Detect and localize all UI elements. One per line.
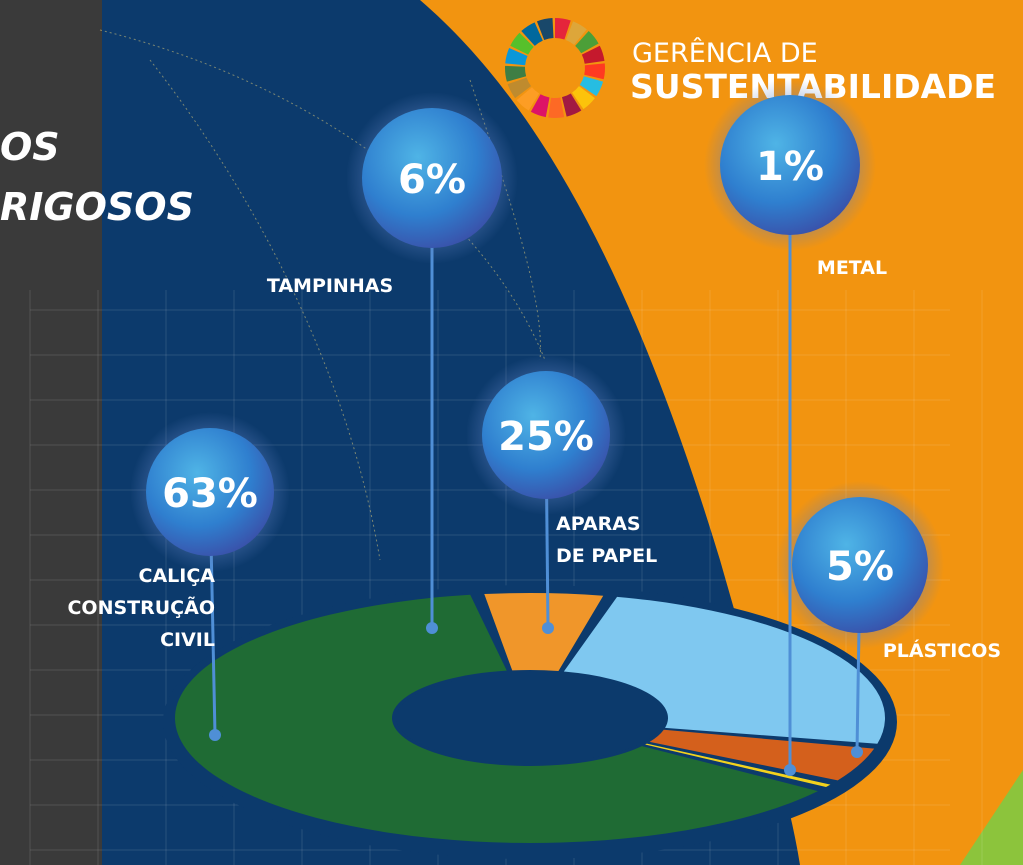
bubbles: 63% CALIÇA CONSTRUÇÃO CIVIL 6% TAMPINHAS 25% AP…	[67, 79, 1001, 776]
value-label: 1%	[756, 144, 824, 190]
corner-green	[960, 770, 1023, 865]
logo-segment	[516, 86, 540, 111]
logo-segment	[521, 22, 544, 47]
logo-segment	[510, 32, 534, 55]
value-label: 5%	[826, 544, 894, 590]
logo-text: GERÊNCIA DE	[632, 37, 818, 69]
value-label: 63%	[162, 471, 258, 517]
pie-slice	[645, 743, 831, 788]
logo-segment	[505, 65, 527, 82]
bubble	[792, 497, 928, 633]
leader-dot	[784, 764, 796, 776]
category-label: APARAS DE PAPEL	[556, 513, 657, 567]
pie-slice	[563, 596, 885, 744]
category-label: TAMPINHAS	[267, 275, 393, 297]
title-line: OS	[0, 125, 60, 169]
bubble	[482, 371, 610, 499]
logo-segment	[579, 75, 604, 97]
logo-segment	[507, 77, 532, 99]
logo-segment	[548, 97, 565, 118]
logo-segment	[571, 85, 595, 110]
logo-segment	[584, 63, 605, 80]
leader-dot	[542, 622, 554, 634]
logo-segment	[505, 47, 528, 66]
leader-dot	[209, 729, 221, 741]
logo-segment	[554, 18, 571, 40]
title-line: RIGOSOS	[0, 185, 194, 229]
leader-dot	[426, 622, 438, 634]
category-label: PLÁSTICOS	[883, 639, 1001, 662]
logo-segment	[530, 94, 550, 118]
logo-segment	[581, 45, 605, 65]
bubble	[720, 95, 860, 235]
pie	[163, 585, 897, 859]
value-label: 6%	[398, 157, 466, 203]
side-strip	[0, 0, 102, 865]
pie-slice	[175, 594, 818, 843]
leader-dot	[851, 746, 863, 758]
pie-hole	[396, 673, 664, 763]
category-label: METAL	[817, 257, 887, 279]
logo-segment	[565, 21, 587, 46]
value-label: 25%	[498, 414, 594, 460]
bubble	[146, 428, 274, 556]
bubble	[362, 108, 502, 248]
logo-segment	[574, 31, 599, 54]
category-label: CALIÇA CONSTRUÇÃO CIVIL	[67, 565, 215, 651]
logo-ring	[505, 18, 605, 118]
pie-slice	[649, 729, 875, 781]
logo-segment	[536, 18, 554, 41]
logo-segment	[561, 93, 582, 117]
